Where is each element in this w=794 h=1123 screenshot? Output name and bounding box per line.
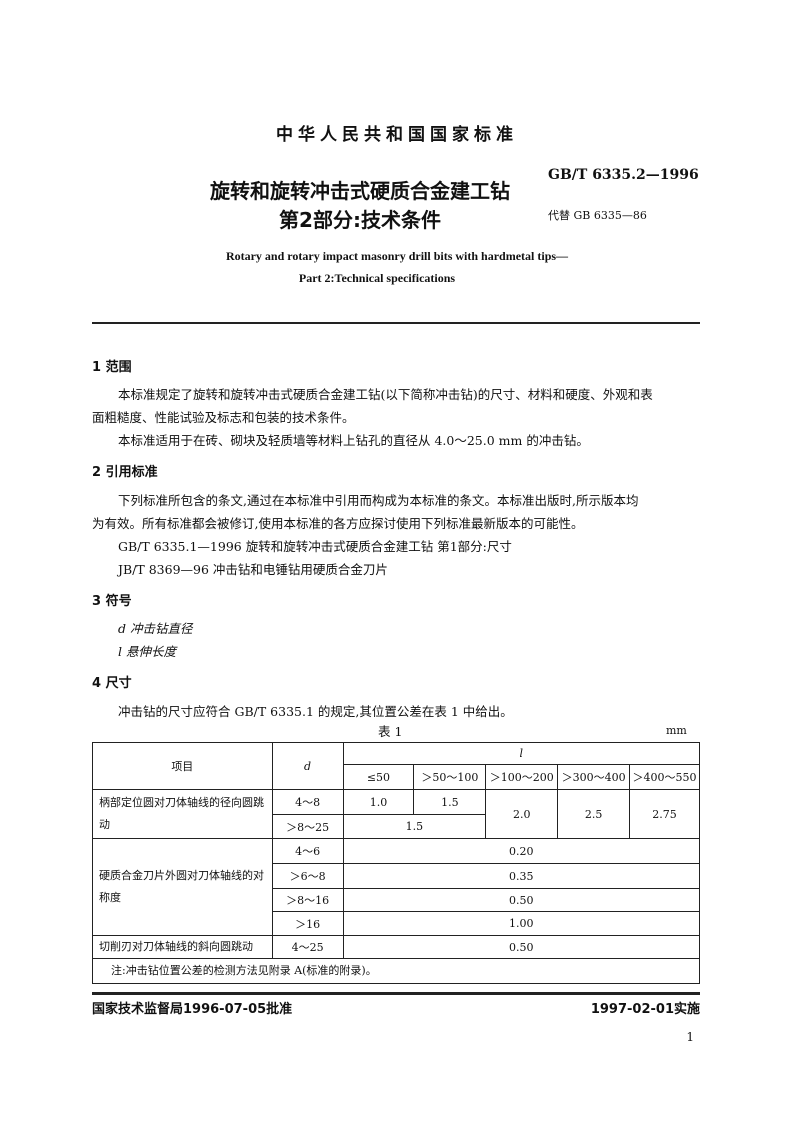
paragraph: 面粗糙度、性能试验及标志和包装的技术条件。	[92, 410, 355, 425]
approval-date: 国家技术监督局1996-07-05批准	[92, 1002, 293, 1017]
cell-value: 2.5	[557, 789, 631, 839]
header-rule	[92, 322, 700, 324]
cell-d: ＞16	[271, 911, 344, 936]
cell-value: 1.5	[413, 789, 487, 815]
issuing-country-header: 中华人民共和国国家标准	[276, 125, 518, 145]
section-heading: 3 符号	[92, 594, 132, 609]
cell-value: 0.20	[342, 838, 701, 864]
header-l: l	[342, 742, 701, 765]
header-item: 项目	[92, 742, 273, 790]
cell-value: 0.50	[342, 935, 701, 959]
cell-d: 4～6	[271, 838, 344, 864]
footer-rule	[92, 992, 700, 995]
title-line-2: 第2部分:技术条件	[279, 208, 441, 232]
paragraph: 为有效。所有标准都会被修订,使用本标准的各方应探讨使用下列标准最新版本的可能性。	[92, 516, 584, 531]
row-item: 切削刃对刀体轴线的斜向圆跳动	[92, 935, 273, 959]
cell-value: 0.50	[342, 888, 701, 912]
paragraph: 冲击钻的尺寸应符合 GB/T 6335.1 的规定,其位置公差在表 1 中给出。	[118, 704, 513, 719]
l-range: ≤50	[342, 764, 415, 790]
cell-value: 2.75	[629, 789, 700, 839]
section-heading: 1 范围	[92, 360, 132, 375]
symbol-definition: d 冲击钻直径	[118, 621, 193, 636]
section-heading: 2 引用标准	[92, 465, 158, 480]
tolerance-table: 项目 d l ≤50 ＞50～100 ＞100～200 ＞300～400 ＞40…	[92, 742, 701, 984]
reference-item: GB/T 6335.1—1996 旋转和旋转冲击式硬质合金建工钻 第1部分:尺寸	[118, 539, 512, 554]
cell-d: ＞8～25	[271, 814, 344, 839]
reference-item: JB/T 8369—96 冲击钻和电锤钻用硬质合金刀片	[118, 562, 388, 577]
table-caption: 表 1	[378, 724, 403, 739]
cell-d: ＞8～16	[271, 888, 344, 912]
cell-value: 1.5	[342, 814, 487, 839]
table-unit: mm	[666, 724, 687, 737]
symbol-definition: l 悬伸长度	[118, 644, 176, 659]
l-range: ＞400～550	[629, 764, 700, 790]
l-range: ＞300～400	[557, 764, 631, 790]
paragraph: 下列标准所包含的条文,通过在本标准中引用而构成为本标准的条文。本标准出版时,所示…	[118, 493, 639, 508]
table-note: 注:冲击钻位置公差的检测方法见附录 A(标准的附录)。	[92, 958, 700, 984]
paragraph: 本标准规定了旋转和旋转冲击式硬质合金建工钻(以下简称冲击钻)的尺寸、材料和硬度、…	[118, 387, 653, 402]
header-d: d	[271, 742, 344, 790]
title-line-1: 旋转和旋转冲击式硬质合金建工钻	[210, 179, 510, 203]
cell-value: 1.00	[342, 911, 701, 936]
cell-d: ＞6～8	[271, 863, 344, 889]
section-heading: 4 尺寸	[92, 676, 132, 691]
english-title-line-2: Part 2:Technical specifications	[298, 271, 456, 285]
cell-value: 0.35	[342, 863, 701, 889]
l-range: ＞100～200	[485, 764, 559, 790]
cell-value: 2.0	[485, 789, 559, 839]
cell-d: 4～8	[271, 789, 344, 815]
replaces-note: 代替 GB 6335—86	[548, 209, 647, 222]
row-item: 硬质合金刀片外圆对刀体轴线的对称度	[92, 838, 273, 936]
page-number: 1	[686, 1030, 694, 1044]
l-range: ＞50～100	[413, 764, 487, 790]
cell-value: 1.0	[342, 789, 415, 815]
effective-date: 1997-02-01实施	[590, 1002, 700, 1017]
row-item: 柄部定位圆对刀体轴线的径向圆跳动	[92, 789, 273, 839]
standard-code: GB/T 6335.2—1996	[548, 167, 699, 183]
english-title-line-1: Rotary and rotary impact masonry drill b…	[225, 249, 569, 263]
paragraph: 本标准适用于在砖、砌块及轻质墙等材料上钻孔的直径从 4.0～25.0 mm 的冲…	[118, 433, 589, 448]
cell-d: 4～25	[271, 935, 344, 959]
